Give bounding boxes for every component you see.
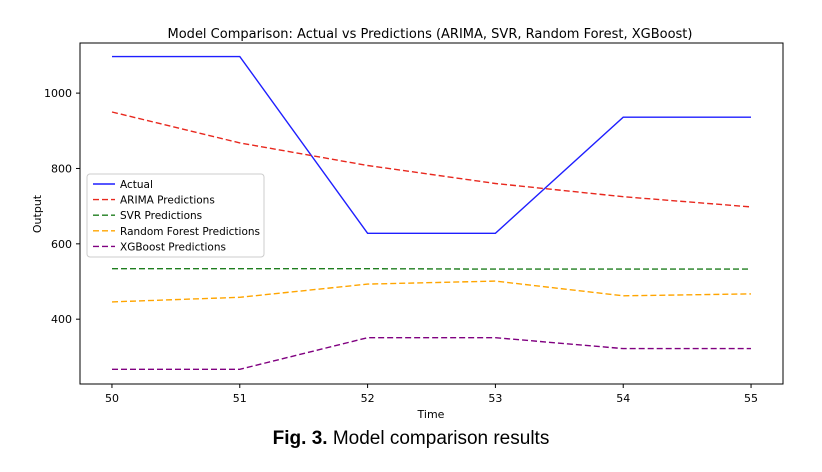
y-tick-label: 400 [51, 313, 72, 326]
x-tick-label: 53 [488, 392, 502, 405]
y-tick-label: 800 [51, 162, 72, 175]
series-line-4 [112, 337, 751, 370]
legend-label: XGBoost Predictions [120, 241, 226, 253]
y-axis: 400 600 800 1000 [44, 87, 80, 326]
y-tick-label: 1000 [44, 87, 72, 100]
series-line-0 [112, 55, 751, 235]
x-tick-label: 54 [616, 392, 630, 405]
y-axis-label: Output [31, 194, 44, 233]
caption-text: Model comparison results [327, 428, 550, 449]
series-line-1 [111, 111, 752, 208]
line-chart: Model Comparison: Actual vs Predictions … [31, 27, 784, 421]
legend-label: ARIMA Predictions [120, 195, 215, 207]
series-lines [111, 55, 752, 370]
x-tick-label: 51 [233, 392, 247, 405]
legend: Actual ARIMA Predictions SVR Predictions Ra… [86, 173, 265, 258]
figure-caption: Fig. 3. Model comparison results [0, 428, 822, 450]
x-tick-label: 55 [744, 392, 758, 405]
x-axis-label: Time [417, 408, 445, 421]
chart-title: Model Comparison: Actual vs Predictions … [168, 27, 693, 42]
x-tick-label: 50 [105, 392, 119, 405]
legend-box [86, 173, 265, 258]
legend-label: SVR Predictions [120, 210, 202, 222]
plot-area-frame [79, 42, 784, 385]
series-line-3 [111, 280, 752, 303]
x-axis: 50 51 52 53 54 55 [105, 384, 758, 405]
x-tick-label: 52 [361, 392, 375, 405]
legend-label: Actual [120, 179, 153, 191]
legend-label: Random Forest Predictions [120, 226, 260, 238]
y-tick-label: 600 [51, 238, 72, 251]
caption-label: Fig. 3. [272, 428, 328, 449]
